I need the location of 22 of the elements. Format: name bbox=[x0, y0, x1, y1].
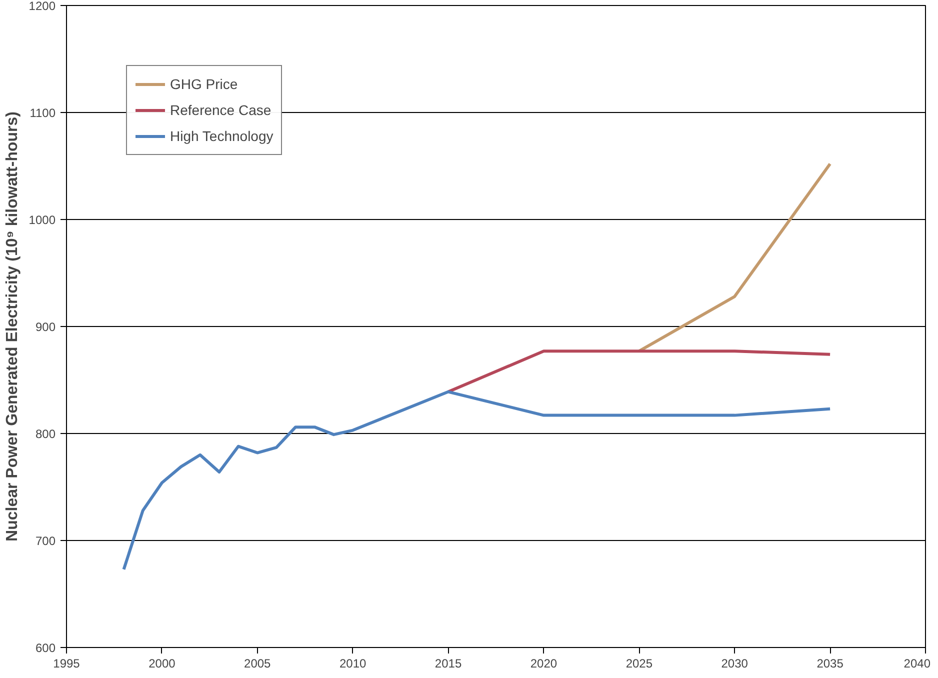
legend-label: Reference Case bbox=[170, 102, 272, 118]
x-tick-label: 2020 bbox=[530, 656, 558, 670]
y-tick-label: 1000 bbox=[28, 213, 56, 227]
x-tick-label: 2035 bbox=[816, 656, 844, 670]
y-tick-label: 900 bbox=[35, 320, 56, 334]
x-tick-label: 2025 bbox=[626, 656, 653, 670]
y-tick-label: 800 bbox=[35, 427, 56, 441]
y-tick-label: 600 bbox=[35, 641, 56, 655]
y-tick-label: 700 bbox=[35, 534, 56, 548]
y-tick-label: 1200 bbox=[28, 0, 56, 13]
y-tick-label: 1100 bbox=[30, 106, 56, 120]
x-tick-label: 2040 bbox=[904, 656, 931, 670]
x-tick-label: 2030 bbox=[721, 656, 748, 670]
x-tick-label: 2010 bbox=[339, 656, 367, 670]
y-axis-title: Nuclear Power Generated Electricity (10⁹ kilowatt-hours) bbox=[4, 112, 21, 542]
x-tick-label: 2000 bbox=[148, 656, 176, 670]
line-series bbox=[122, 390, 832, 571]
x-tick-label: 2005 bbox=[244, 656, 272, 670]
x-tick-label: 2015 bbox=[434, 656, 462, 670]
legend-label: High Technology bbox=[170, 128, 274, 144]
x-tick-label: 1995 bbox=[53, 656, 80, 670]
legend-label: GHG Price bbox=[170, 76, 238, 92]
